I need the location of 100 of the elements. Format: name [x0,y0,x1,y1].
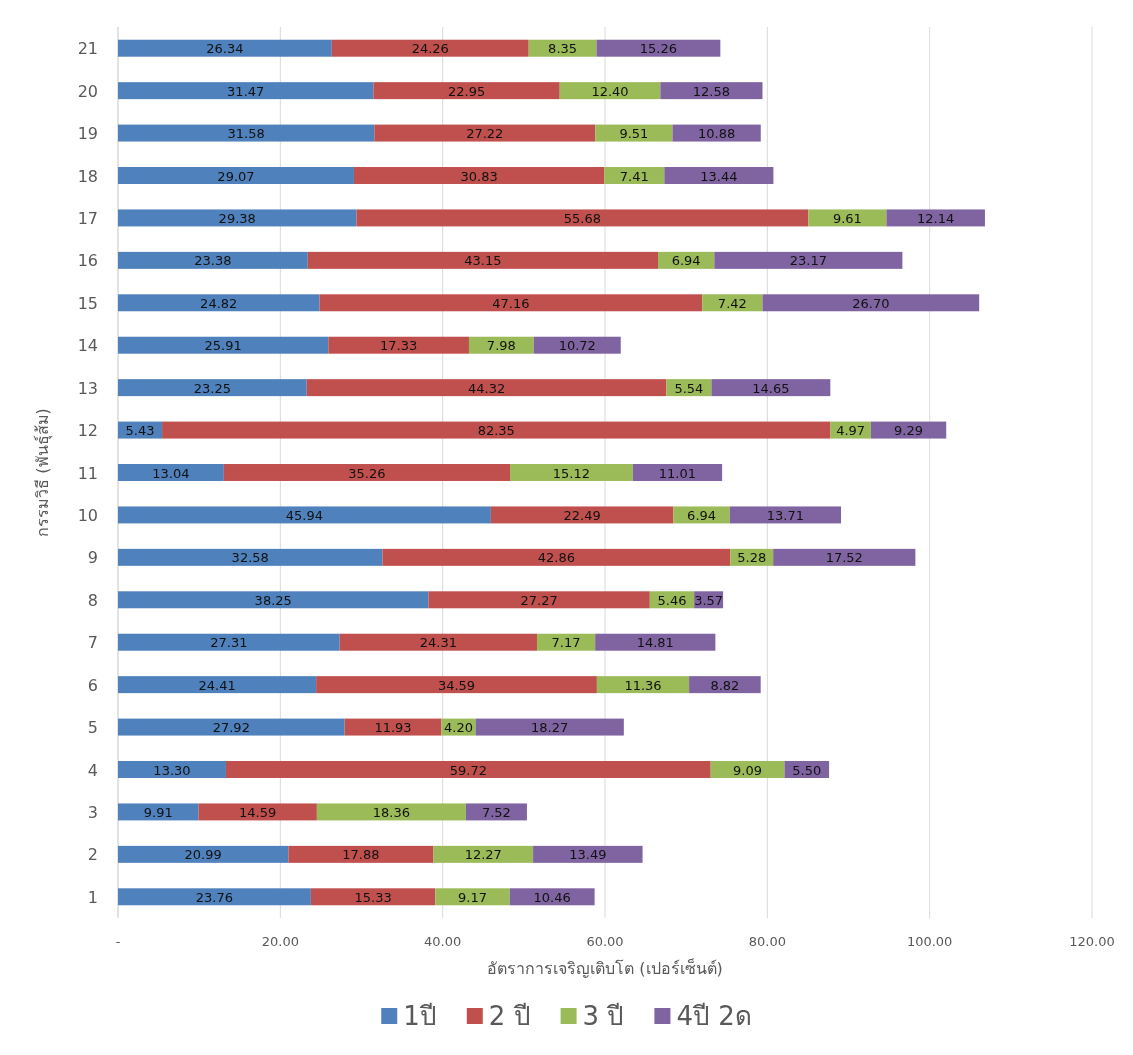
data-label: 11.01 [658,465,697,481]
bar [373,82,560,100]
data-label: 17.88 [342,847,380,863]
data-label: 23.38 [194,253,232,269]
data-label: 26.70 [852,295,890,311]
bar [382,548,731,566]
data-label: 25.91 [204,338,242,354]
data-label: 31.47 [227,83,265,99]
bar [316,676,597,694]
bar [198,803,317,821]
bar [664,167,774,184]
y-tick-label: 4 [87,760,98,780]
data-label: 30.83 [460,168,498,184]
data-label: 5.28 [737,550,767,566]
data-label: 31.58 [227,126,265,142]
bar [428,591,650,609]
data-label: 3.57 [694,592,724,608]
bar [118,82,374,100]
y-tick-label: 6 [87,675,98,695]
data-label: 12.27 [464,847,502,863]
data-label: 35.26 [348,465,386,481]
y-tick-label: 7 [87,633,98,653]
y-tick-label: 20 [77,81,98,101]
bar [223,464,511,481]
legend-label: 1ปี [403,1001,437,1031]
bar [225,761,711,778]
data-label: 12.40 [591,83,629,99]
y-tick-label: 18 [77,166,98,186]
bar [729,506,842,524]
bar [319,294,703,312]
data-label: 13.49 [569,847,607,863]
data-label: 26.34 [206,41,244,57]
data-label: 12.58 [692,83,731,99]
bar [118,39,332,57]
bar [339,633,537,651]
x-tick-label: 60.00 [586,934,624,949]
data-label: 11.36 [624,677,662,693]
bar [118,718,345,736]
data-label: 82.35 [477,423,515,439]
data-label: 29.38 [218,210,256,226]
bar [632,464,723,481]
data-label: 10.88 [697,126,736,142]
data-label: 13.30 [153,762,191,778]
data-label: 24.41 [198,677,236,693]
bar [118,633,340,651]
data-label: 23.25 [193,380,231,396]
bar [118,464,224,481]
bar [118,888,311,906]
data-label: 15.26 [639,41,678,57]
bar [433,845,534,863]
data-label: 20.99 [184,847,222,863]
bar [596,676,690,694]
bar [595,633,716,651]
bar [604,167,665,184]
x-tick-label: - [115,934,121,949]
y-tick-label: 11 [77,463,98,483]
bar [118,591,429,609]
data-label: 6.94 [671,253,701,269]
bar [374,124,596,142]
bar [331,39,529,57]
bar [310,888,436,906]
bar [510,464,633,481]
data-label: 38.25 [254,592,292,608]
data-label: 13.44 [700,168,738,184]
bar [660,82,763,100]
y-tick-label: 19 [77,124,98,144]
data-label: 10.46 [533,889,571,905]
y-axis-title: กรรมวิธี (พันธุ์ส้ม) [33,408,53,537]
bar [533,845,643,863]
y-tick-label: 21 [77,39,98,59]
bar [344,718,442,736]
y-tick-label: 13 [77,378,98,398]
x-tick-label: 80.00 [748,934,786,949]
data-label: 14.65 [752,380,790,396]
bar [533,336,621,354]
data-label: 7.52 [481,804,511,820]
bar [356,209,809,227]
data-label: 55.68 [563,210,602,226]
data-label: 34.59 [437,677,476,693]
bar [307,251,658,269]
bar [118,167,354,184]
data-label: 11.93 [374,720,412,736]
bar [714,251,903,269]
legend-label: 2 ปี [488,1001,531,1031]
data-label: 14.59 [239,804,277,820]
bar [435,888,510,906]
data-label: 6.94 [687,507,717,523]
data-label: 13.71 [766,507,804,523]
x-tick-label: 40.00 [424,934,462,949]
data-label: 7.42 [717,295,747,311]
x-tick-label: 20.00 [261,934,299,949]
data-label: 9.29 [894,423,923,439]
bar [118,294,320,312]
bar [118,336,329,354]
data-label: 9.09 [733,762,763,778]
data-label: 9.61 [832,210,862,226]
data-label: 24.26 [411,41,449,57]
legend-label: 4ปี 2ด [676,1001,752,1031]
y-tick-label: 12 [77,421,98,441]
bar [595,124,673,142]
